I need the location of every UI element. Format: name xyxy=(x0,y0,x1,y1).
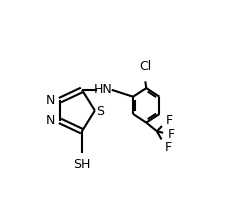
Text: N: N xyxy=(46,114,55,127)
Text: F: F xyxy=(166,114,173,127)
Text: HN: HN xyxy=(94,83,113,96)
Text: N: N xyxy=(46,94,55,107)
Text: F: F xyxy=(168,128,175,141)
Text: Cl: Cl xyxy=(139,60,151,73)
Text: SH: SH xyxy=(73,158,91,171)
Text: F: F xyxy=(165,141,172,154)
Text: S: S xyxy=(96,105,104,118)
